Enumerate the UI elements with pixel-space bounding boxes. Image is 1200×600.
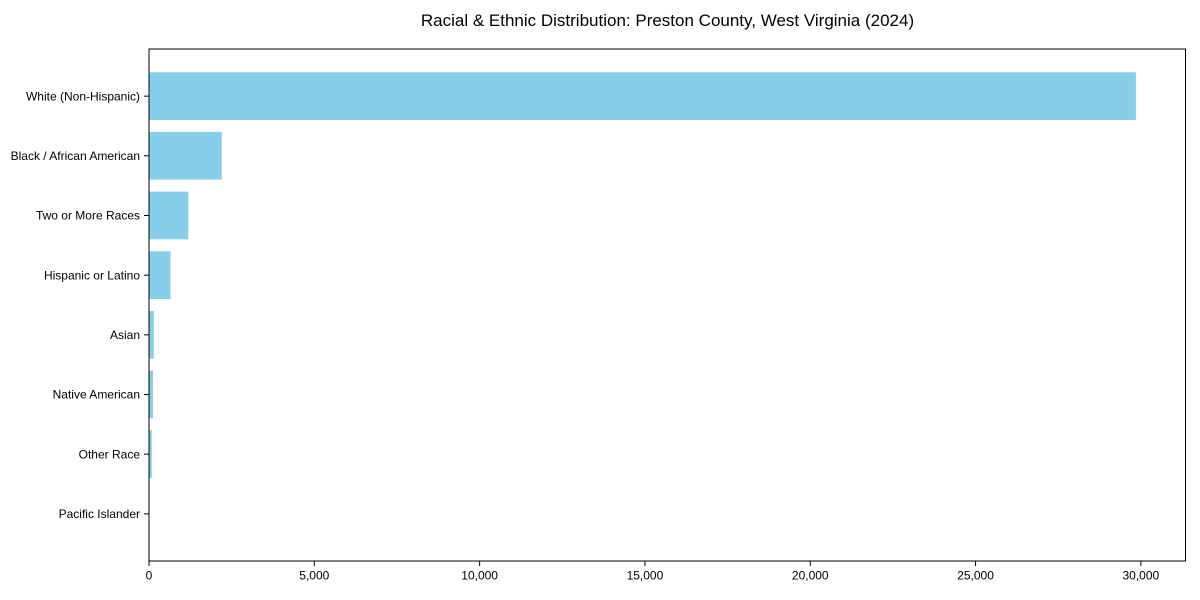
y-tick-label-5: Native American [53,388,140,402]
bar-1 [149,131,222,180]
x-tick-label-2: 10,000 [461,569,498,583]
bar-0 [149,72,1136,120]
bar-3 [149,251,171,299]
chart-title: Racial & Ethnic Distribution: Preston Co… [420,11,915,30]
x-tick-label-5: 25,000 [957,569,994,583]
y-tick-label-4: Asian [110,328,140,342]
bar-6 [149,430,152,478]
y-tick-label-1: Black / African American [11,149,140,163]
y-tick-label-3: Hispanic or Latino [44,268,140,282]
bar-5 [149,370,153,419]
bar-4 [149,311,154,359]
y-tick-label-6: Other Race [79,447,141,461]
x-tick-label-3: 15,000 [627,569,664,583]
x-tick-label-0: 0 [146,569,153,583]
plot-frame [148,48,1187,562]
y-tick-label-7: Pacific Islander [59,507,140,521]
y-tick-label-2: Two or More Races [36,209,140,223]
x-tick-label-6: 30,000 [1123,569,1160,583]
x-tick-label-1: 5,000 [299,569,329,583]
bar-2 [149,191,189,240]
x-tick-label-4: 20,000 [792,569,829,583]
y-tick-label-0: White (Non-Hispanic) [26,89,140,103]
